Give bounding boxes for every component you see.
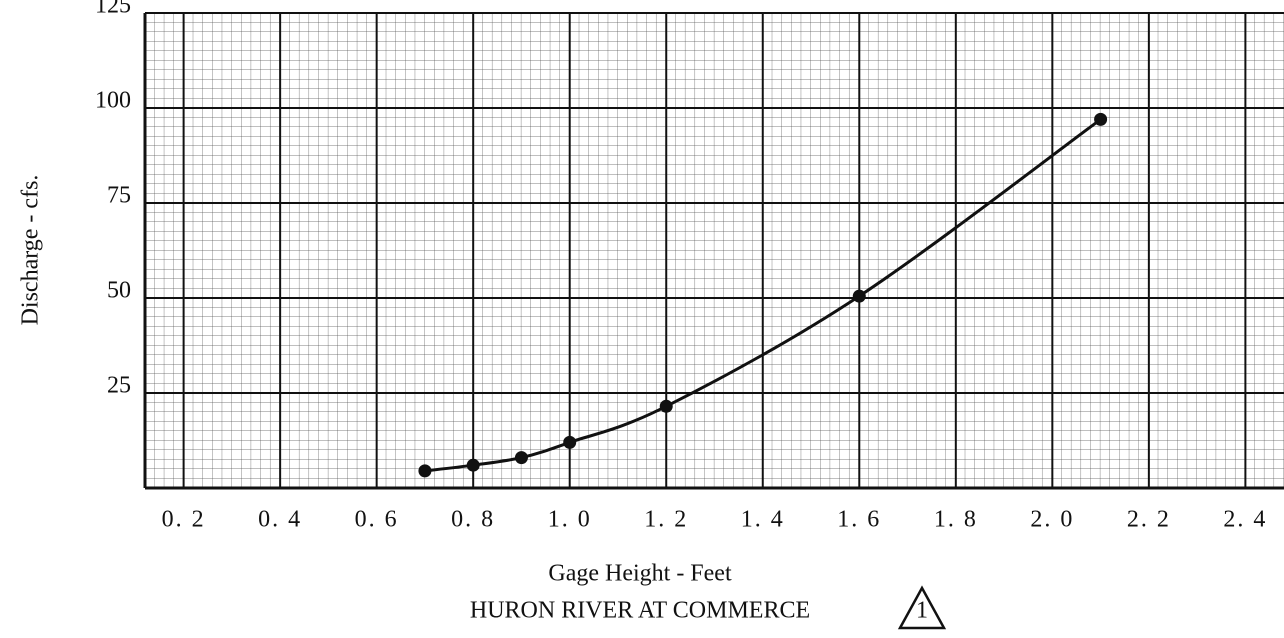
x-tick-label: 1. 8 (934, 507, 978, 533)
data-point (514, 451, 528, 465)
x-tick-label: 1. 4 (741, 507, 785, 533)
x-tick-label: 0. 4 (258, 507, 302, 533)
y-tick-label: 100 (95, 88, 131, 114)
x-tick-label: 2. 2 (1127, 507, 1171, 533)
data-point (659, 399, 673, 413)
x-tick-label: 2. 0 (1030, 507, 1074, 533)
y-tick-label: 75 (107, 183, 131, 209)
y-tick-label: 125 (95, 0, 131, 19)
annotation-triangle (897, 585, 947, 630)
x-tick-label: 1. 6 (837, 507, 881, 533)
data-point (852, 289, 866, 303)
y-axis-label: Discharge - cfs. (18, 175, 44, 326)
data-point (466, 458, 480, 472)
y-tick-label: 50 (107, 278, 131, 304)
x-tick-label: 1. 2 (644, 507, 688, 533)
data-point (1094, 112, 1108, 126)
x-tick-label: 0. 8 (451, 507, 495, 533)
graph-paper (145, 13, 1284, 488)
x-axis-label: Gage Height - Feet (548, 561, 732, 587)
x-tick-label: 0. 2 (162, 507, 206, 533)
x-tick-label: 1. 0 (548, 507, 592, 533)
x-tick-label: 2. 4 (1223, 507, 1267, 533)
rating-curve (424, 118, 1102, 473)
x-tick-label: 0. 6 (355, 507, 399, 533)
annotation: 1 (916, 598, 928, 624)
data-point (418, 464, 432, 478)
data-point (563, 435, 577, 449)
y-tick-label: 25 (107, 373, 131, 399)
chart-title: HURON RIVER AT COMMERCE (470, 598, 810, 624)
